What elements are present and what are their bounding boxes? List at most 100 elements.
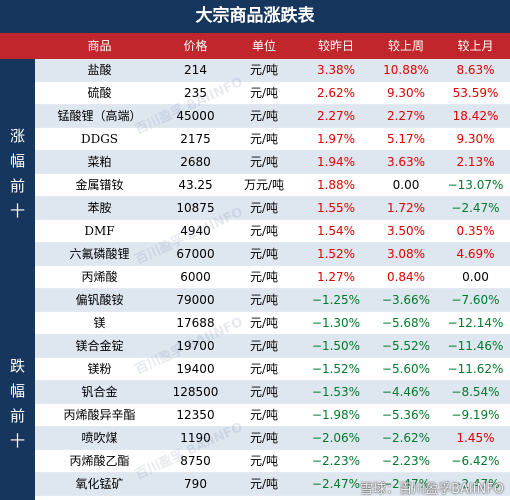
cell-price: 2680 xyxy=(180,155,211,169)
cell-vs-last-month: −6.42% xyxy=(451,454,500,468)
cell-unit: 元/吨 xyxy=(249,385,279,399)
table-row: 丙烯酸 6000 元/吨 1.27% 0.84% 0.00 xyxy=(35,266,510,289)
header-unit: 单位 xyxy=(251,39,276,53)
cell-vs-yesterday: 1.97% xyxy=(316,132,356,146)
cell-vs-last-week: 1.72% xyxy=(386,201,426,215)
cell-commodity: 盐酸 xyxy=(87,63,112,77)
table-row: 镁 17688 元/吨 −1.30% −5.68% −12.14% xyxy=(35,312,510,335)
cell-vs-yesterday: −1.30% xyxy=(311,316,361,330)
table-row: 菜粕 2680 元/吨 1.94% 3.63% 2.13% xyxy=(35,151,510,174)
cell-commodity: 喷吹煤 xyxy=(81,431,118,445)
cell-vs-last-week: −5.52% xyxy=(381,339,431,353)
cell-vs-yesterday: 1.94% xyxy=(316,155,356,169)
cell-vs-last-week: 2.27% xyxy=(386,109,426,123)
cell-vs-yesterday: −2.23% xyxy=(311,454,361,468)
cell-vs-last-month: 9.30% xyxy=(456,132,495,146)
group-label-text: 跌幅前十 xyxy=(9,357,25,450)
cell-commodity: 硫酸 xyxy=(87,86,112,100)
cell-vs-last-month: −8.54% xyxy=(451,385,500,399)
table-row: 镁粉 19400 元/吨 −1.52% −5.60% −11.62% xyxy=(35,358,510,381)
cell-vs-yesterday: 2.62% xyxy=(316,86,356,100)
cell-price: 214 xyxy=(184,63,207,77)
cell-unit: 元/吨 xyxy=(249,477,279,491)
cell-vs-yesterday: 2.27% xyxy=(316,109,356,123)
cell-vs-yesterday: 1.88% xyxy=(316,178,356,192)
cell-vs-last-week: −5.68% xyxy=(381,316,431,330)
gainers-group: 涨幅前十 盐酸 214 元/吨 3.38% 10.88% 8.63% 硫酸 235 元/吨 2.62… xyxy=(0,59,510,289)
cell-vs-last-month: 18.42% xyxy=(452,109,499,123)
cell-vs-last-month: −2.47% xyxy=(451,477,500,491)
cell-commodity: 钒合金 xyxy=(81,385,118,399)
cell-vs-last-week: 0.00 xyxy=(392,178,420,192)
cell-commodity: 丙烯酸乙酯 xyxy=(69,454,130,468)
cell-vs-last-month: 1.45% xyxy=(456,431,495,445)
cell-vs-last-week: −2.23% xyxy=(381,454,431,468)
cell-vs-last-month: −11.46% xyxy=(447,339,504,353)
header-vs-last-week: 较上周 xyxy=(387,39,424,53)
cell-price: 67000 xyxy=(176,247,215,261)
cell-commodity: 丙烯酸异辛酯 xyxy=(63,408,136,422)
cell-vs-yesterday: −1.53% xyxy=(311,385,361,399)
cell-unit: 元/吨 xyxy=(249,224,279,238)
cell-vs-yesterday: 1.52% xyxy=(316,247,356,261)
cell-unit: 元/吨 xyxy=(249,109,279,123)
cell-commodity: 焦炭 xyxy=(35,496,164,500)
table-body: 涨幅前十 盐酸 214 元/吨 3.38% 10.88% 8.63% 硫酸 235 元/吨 2.62… xyxy=(0,59,510,500)
table-row: 镁合金锭 19700 元/吨 −1.50% −5.52% −11.46% xyxy=(35,335,510,358)
cell-unit: 元/吨 xyxy=(249,454,279,468)
cell-vs-last-week: −3.66% xyxy=(381,293,431,307)
cell-vs-last-week: −4.46% xyxy=(381,385,431,399)
header-vs-last-month: 较上月 xyxy=(457,39,494,53)
header-group-cell xyxy=(0,33,35,59)
cell-unit: 元/吨 xyxy=(249,362,279,376)
cell-price: 12350 xyxy=(176,408,215,422)
cell-vs-last-week: 3.50% xyxy=(386,224,426,238)
header-commodity: 商品 xyxy=(87,39,112,53)
cell-vs-last-month: −12.14% xyxy=(447,316,504,330)
cell-price: 19400 xyxy=(176,362,215,376)
cell-vs-yesterday: −1.50% xyxy=(311,339,361,353)
cell-vs-last-month: 2.13% xyxy=(456,155,495,169)
cell-vs-last-week: 9.30% xyxy=(386,86,426,100)
cell-price: 4940 xyxy=(180,224,211,238)
cell-commodity: DDGS xyxy=(80,132,119,146)
cell-vs-last-month: −13.07% xyxy=(447,178,504,192)
cell-vs-yesterday: 1.55% xyxy=(316,201,356,215)
cell-vs-last-month: 0.35% xyxy=(456,224,495,238)
page-title: 大宗商品涨跌表 xyxy=(0,0,510,33)
cell-vs-last-month: 4.69% xyxy=(456,247,495,261)
source-credit: 雪球：百川盈孚BAIINFO xyxy=(360,482,504,497)
table-row: DMF 4940 元/吨 1.54% 3.50% 0.35% xyxy=(35,220,510,243)
losers-group: 跌幅前十 偏钒酸铵 79000 元/吨 −1.25% −3.66% −7.60% 镁 17688… xyxy=(0,289,510,500)
table-row: DDGS 2175 元/吨 1.97% 5.17% 9.30% xyxy=(35,128,510,151)
group-rows: 盐酸 214 元/吨 3.38% 10.88% 8.63% 硫酸 235 元/吨 2.62% 9.3… xyxy=(35,59,510,289)
cell-vs-last-week: −2.47% xyxy=(381,477,431,491)
cell-price: 1190 xyxy=(180,431,211,445)
cell-commodity: 菜粕 xyxy=(87,155,112,169)
table-row: 六氟磷酸锂 67000 元/吨 1.52% 3.08% 4.69% xyxy=(35,243,510,266)
cell-price: 2175 xyxy=(180,132,211,146)
cell-vs-last-month: −2.47% xyxy=(451,201,500,215)
table-row: 氧化锰矿 790 元/吨 −2.47% −2.47% −2.47% xyxy=(35,473,510,496)
cell-vs-last-month: −11.62% xyxy=(447,362,504,376)
cell-unit: 元/吨 xyxy=(249,155,279,169)
cell-vs-last-week: 0.84% xyxy=(386,270,426,284)
cell-commodity: 偏钒酸铵 xyxy=(75,293,124,307)
cell-unit: 元/吨 xyxy=(249,132,279,146)
cell-commodity: 金属镨钕 xyxy=(75,178,124,192)
cell-vs-last-week: 3.63% xyxy=(386,155,426,169)
cell-vs-last-week: 10.88% xyxy=(383,63,429,77)
cell-price: 10875 xyxy=(176,201,215,215)
table-row: 丙烯酸异辛酯 12350 元/吨 −1.98% −5.36% −9.19% xyxy=(35,404,510,427)
cell-vs-last-month: 53.59% xyxy=(452,86,499,100)
cell-vs-last-week: 5.17% xyxy=(386,132,426,146)
cell-vs-yesterday: −1.98% xyxy=(311,408,361,422)
table-row: 锰酸锂（高端） 45000 元/吨 2.27% 2.27% 18.42% xyxy=(35,105,510,128)
table-row: 钒合金 128500 元/吨 −1.53% −4.46% −8.54% xyxy=(35,381,510,404)
group-label: 跌幅前十 xyxy=(0,289,35,500)
cell-vs-last-week: −5.36% xyxy=(381,408,431,422)
cell-vs-last-month: 8.63% xyxy=(456,63,495,77)
group-label: 涨幅前十 xyxy=(0,59,35,289)
cell-vs-last-week: −5.60% xyxy=(381,362,431,376)
cell-vs-yesterday: −2.47% xyxy=(311,477,361,491)
